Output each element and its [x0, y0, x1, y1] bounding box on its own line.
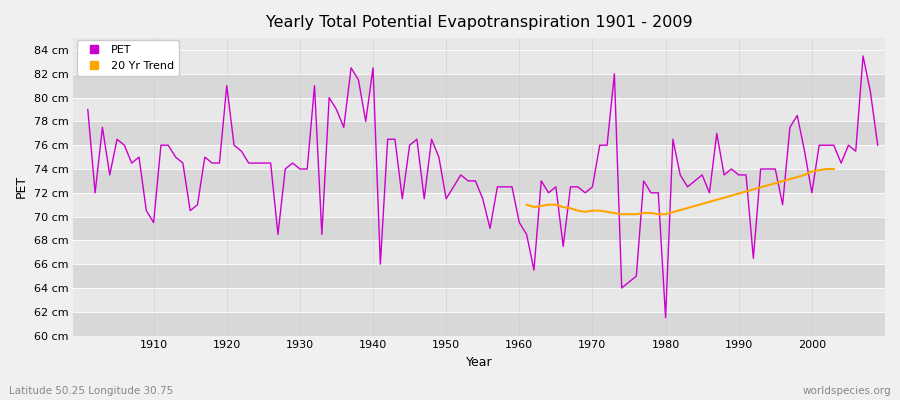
- Bar: [73, 50, 885, 74]
- Bar: [73, 98, 885, 122]
- Text: worldspecies.org: worldspecies.org: [803, 386, 891, 396]
- X-axis label: Year: Year: [466, 356, 492, 369]
- Bar: [73, 216, 885, 240]
- Bar: [73, 169, 885, 193]
- Bar: [73, 193, 885, 216]
- Bar: [73, 240, 885, 264]
- Text: Latitude 50.25 Longitude 30.75: Latitude 50.25 Longitude 30.75: [9, 386, 173, 396]
- Bar: [73, 122, 885, 145]
- Bar: [73, 312, 885, 336]
- Bar: [73, 288, 885, 312]
- Y-axis label: PET: PET: [15, 175, 28, 198]
- Legend: PET, 20 Yr Trend: PET, 20 Yr Trend: [77, 40, 179, 76]
- Bar: [73, 145, 885, 169]
- Bar: [73, 264, 885, 288]
- Bar: [73, 74, 885, 98]
- Title: Yearly Total Potential Evapotranspiration 1901 - 2009: Yearly Total Potential Evapotranspiratio…: [266, 15, 692, 30]
